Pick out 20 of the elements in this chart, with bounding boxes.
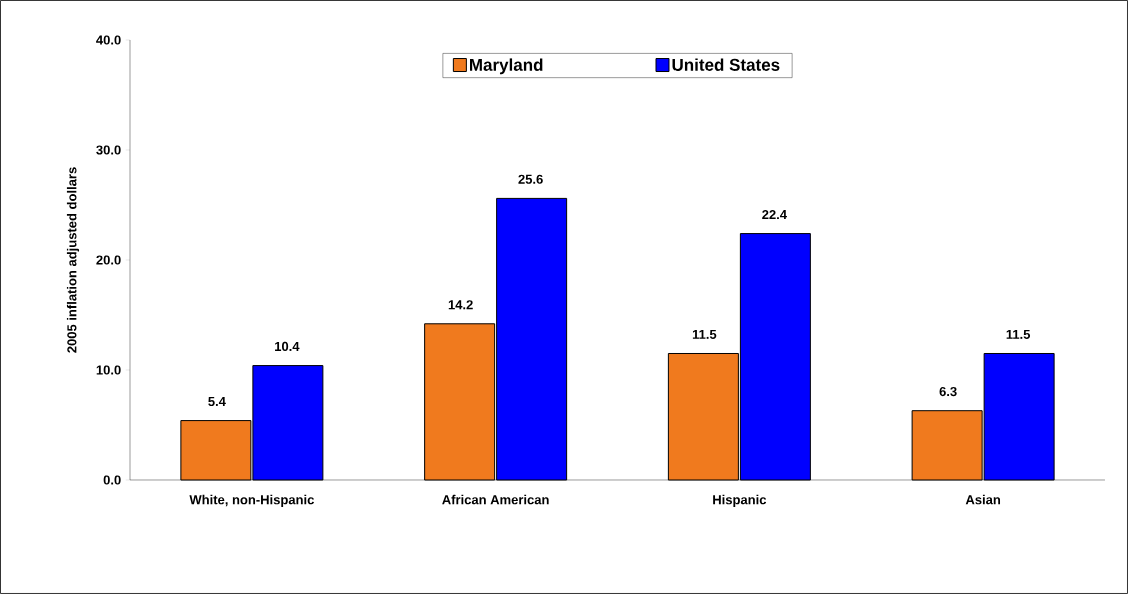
x-tick-label: Asian xyxy=(965,494,1001,505)
x-tick-label: Hispanic xyxy=(713,494,767,507)
x-tick-label: African American xyxy=(442,494,549,505)
data-label: 14.2 xyxy=(448,300,473,310)
y-axis-title: 2005 inflation adjusted dollars xyxy=(66,167,80,353)
data-label: 5.4 xyxy=(208,396,226,407)
y-tick-label: 20.0 xyxy=(96,255,121,265)
data-label: 11.5 xyxy=(692,329,717,339)
legend-label: United States xyxy=(672,58,780,71)
data-label: 11.5 xyxy=(1006,329,1031,339)
data-label: 25.6 xyxy=(518,174,543,184)
y-tick-label: 0.0 xyxy=(103,475,121,485)
data-label: 10.4 xyxy=(275,341,300,352)
x-tick-label: White, non-Hispanic xyxy=(189,494,314,507)
data-label: 22.4 xyxy=(762,209,787,220)
y-tick-label: 30.0 xyxy=(96,145,121,155)
y-tick-label: 10.0 xyxy=(96,365,121,375)
data-label: 6.3 xyxy=(939,386,957,397)
y-tick-label: 40.0 xyxy=(96,35,121,45)
legend-label: Maryland xyxy=(470,58,543,75)
